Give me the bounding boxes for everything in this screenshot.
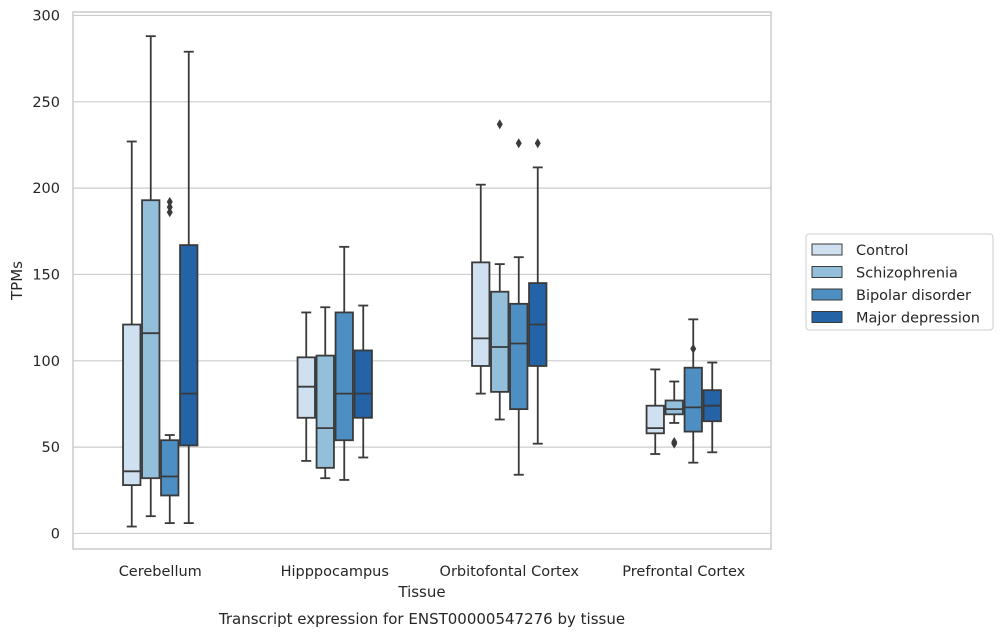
y-tick-label: 150 [32, 267, 60, 283]
boxes [122, 35, 722, 528]
box-group [471, 183, 491, 395]
legend-swatch [811, 311, 843, 323]
box-iqr [683, 366, 703, 433]
box-group [664, 380, 684, 449]
outlier-marker [534, 138, 541, 149]
box-group [490, 119, 510, 421]
box-iqr [471, 261, 491, 367]
box-iqr [645, 404, 665, 435]
box-iqr [509, 302, 529, 411]
box-iqr [353, 349, 373, 419]
box-group [683, 318, 703, 464]
box-group [141, 35, 161, 518]
y-axis-label: TPMs [8, 261, 26, 301]
legend-swatch [811, 243, 843, 256]
legend-label: Control [856, 243, 908, 259]
box-group [509, 138, 529, 476]
y-tick-label: 250 [32, 95, 60, 111]
box-iqr [334, 311, 354, 442]
plot-area-frame [72, 11, 772, 550]
box-group [296, 311, 316, 462]
box-iqr [179, 244, 199, 447]
y-tick-label: 100 [32, 354, 60, 370]
box-group [334, 245, 354, 481]
legend-label: Bipolar disorder [856, 288, 971, 304]
legend-label: Major depression [856, 311, 980, 327]
box-group [179, 50, 199, 524]
box-iqr [122, 323, 142, 487]
y-tick-labels: 0 50 100 150 200 250 300 [32, 8, 60, 542]
box-iqr [664, 399, 684, 416]
box-group [645, 368, 665, 455]
box-group [122, 140, 142, 528]
x-tick-label: Prefrontal Cortex [622, 564, 745, 580]
outlier-marker [166, 202, 173, 213]
box-iqr [490, 290, 510, 393]
x-tick-labels: Cerebellum Hipppocampus Orbitofontal Corte… [119, 564, 746, 580]
outlier-marker [690, 343, 697, 354]
x-tick-label: Orbitofontal Cortex [440, 564, 580, 580]
box-group [353, 304, 373, 459]
legend-frame [805, 233, 994, 331]
x-tick-label: Cerebellum [119, 564, 202, 580]
x-axis-label: Tissue [397, 583, 445, 601]
outlier-marker [671, 438, 678, 449]
box-iqr [160, 439, 180, 497]
y-tick-label: 0 [51, 526, 60, 542]
box-group [160, 196, 180, 524]
legend: Control Schizophrenia Bipolar disorder Majo… [805, 233, 994, 331]
y-tick-label: 50 [42, 440, 60, 456]
legend-swatch [811, 288, 843, 301]
outlier-marker [515, 138, 522, 149]
box-group [528, 138, 548, 445]
x-tick-label: Hipppocampus [281, 564, 389, 580]
outlier-marker [496, 119, 503, 130]
legend-label: Schizophrenia [856, 266, 958, 282]
box-group [702, 361, 722, 454]
y-tick-label: 200 [32, 181, 60, 197]
outlier-marker [166, 207, 173, 218]
chart-caption: Transcript expression for ENST0000054727… [218, 610, 625, 628]
y-tick-label: 300 [32, 8, 60, 24]
legend-swatch [811, 266, 843, 278]
box-iqr [315, 354, 335, 469]
box-group [315, 306, 335, 480]
outlier-marker [166, 196, 173, 207]
box-iqr [141, 199, 161, 480]
